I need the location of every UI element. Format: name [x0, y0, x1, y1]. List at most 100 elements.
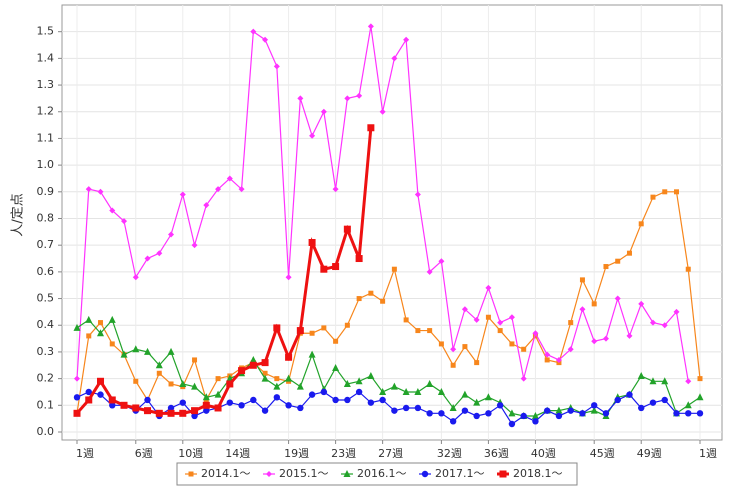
point [309, 132, 316, 139]
y-tick-label: 0.4 [37, 318, 55, 331]
point [485, 314, 491, 320]
point [449, 403, 457, 411]
point [579, 306, 586, 313]
point [109, 402, 116, 409]
point [685, 378, 692, 385]
point [508, 420, 516, 428]
point [555, 406, 563, 414]
point [238, 186, 245, 193]
point [497, 319, 504, 326]
point [615, 258, 621, 264]
point [367, 371, 375, 379]
point [320, 265, 328, 273]
point [532, 418, 539, 425]
point [696, 410, 704, 417]
point [296, 327, 304, 335]
point [132, 404, 140, 412]
point [86, 333, 92, 339]
point [403, 36, 410, 43]
point [461, 407, 469, 414]
point [179, 191, 186, 198]
legend-marker [499, 470, 507, 478]
y-tick-label: 1.2 [37, 105, 55, 118]
y-tick-label: 0.7 [37, 238, 55, 251]
point [379, 396, 386, 404]
point [85, 186, 92, 193]
point [191, 382, 199, 390]
point [144, 255, 151, 262]
point [296, 382, 304, 390]
point [238, 367, 246, 375]
point [167, 409, 175, 417]
point [379, 108, 386, 115]
point [203, 202, 210, 209]
point [355, 388, 363, 396]
y-tick-label: 1.4 [37, 51, 55, 64]
point [437, 387, 445, 395]
point [97, 377, 105, 385]
y-axis-label: 人/定点 [11, 193, 26, 236]
point [590, 406, 598, 414]
point [167, 404, 175, 412]
point [202, 401, 210, 409]
point [614, 396, 621, 404]
plot-area [61, 4, 723, 441]
point [120, 350, 128, 358]
x-tick-label: 40週 [531, 447, 556, 460]
x-tick-label: 27週 [378, 447, 403, 460]
point [261, 374, 269, 382]
point [638, 300, 645, 307]
x-tick-label: 49週 [637, 447, 662, 460]
point [390, 382, 398, 390]
point [167, 347, 175, 355]
point [332, 363, 340, 371]
point [309, 330, 315, 336]
point [214, 404, 222, 412]
point [215, 186, 222, 193]
point [367, 399, 375, 406]
y-tick-label: 0.5 [37, 292, 55, 305]
point [508, 314, 515, 321]
point [109, 207, 116, 214]
point [497, 328, 503, 334]
point [521, 346, 527, 352]
point [602, 335, 609, 342]
point [602, 410, 610, 417]
point [367, 124, 375, 132]
y-tick-label: 0.9 [37, 185, 55, 198]
x-tick-label: 6週 [135, 447, 153, 460]
point [427, 328, 433, 334]
point [133, 378, 139, 384]
point [192, 357, 198, 363]
point [473, 316, 480, 323]
point [191, 407, 199, 415]
point [661, 377, 669, 385]
point [343, 225, 351, 233]
point [344, 322, 350, 328]
point [368, 290, 374, 296]
x-tick-label: 10週 [178, 447, 203, 460]
point [614, 295, 621, 302]
x-tick-label: 23週 [331, 447, 356, 460]
point [85, 315, 93, 323]
point [73, 323, 81, 331]
x-tick-label: 45週 [590, 447, 615, 460]
point [285, 274, 292, 281]
point [414, 404, 422, 412]
x-tick-label: 36週 [484, 447, 509, 460]
point [603, 264, 609, 270]
legend-marker [343, 470, 351, 477]
point [226, 175, 233, 182]
point [74, 375, 80, 382]
point [320, 388, 328, 396]
point [355, 377, 363, 385]
point [262, 370, 268, 376]
point [673, 189, 679, 195]
point [132, 274, 139, 281]
x-tick-label: 1週 [699, 447, 717, 460]
y-tick-label: 0.6 [37, 265, 55, 278]
point [308, 350, 316, 358]
point [496, 402, 504, 409]
y-tick-label: 0.1 [37, 398, 55, 411]
point [144, 396, 151, 404]
